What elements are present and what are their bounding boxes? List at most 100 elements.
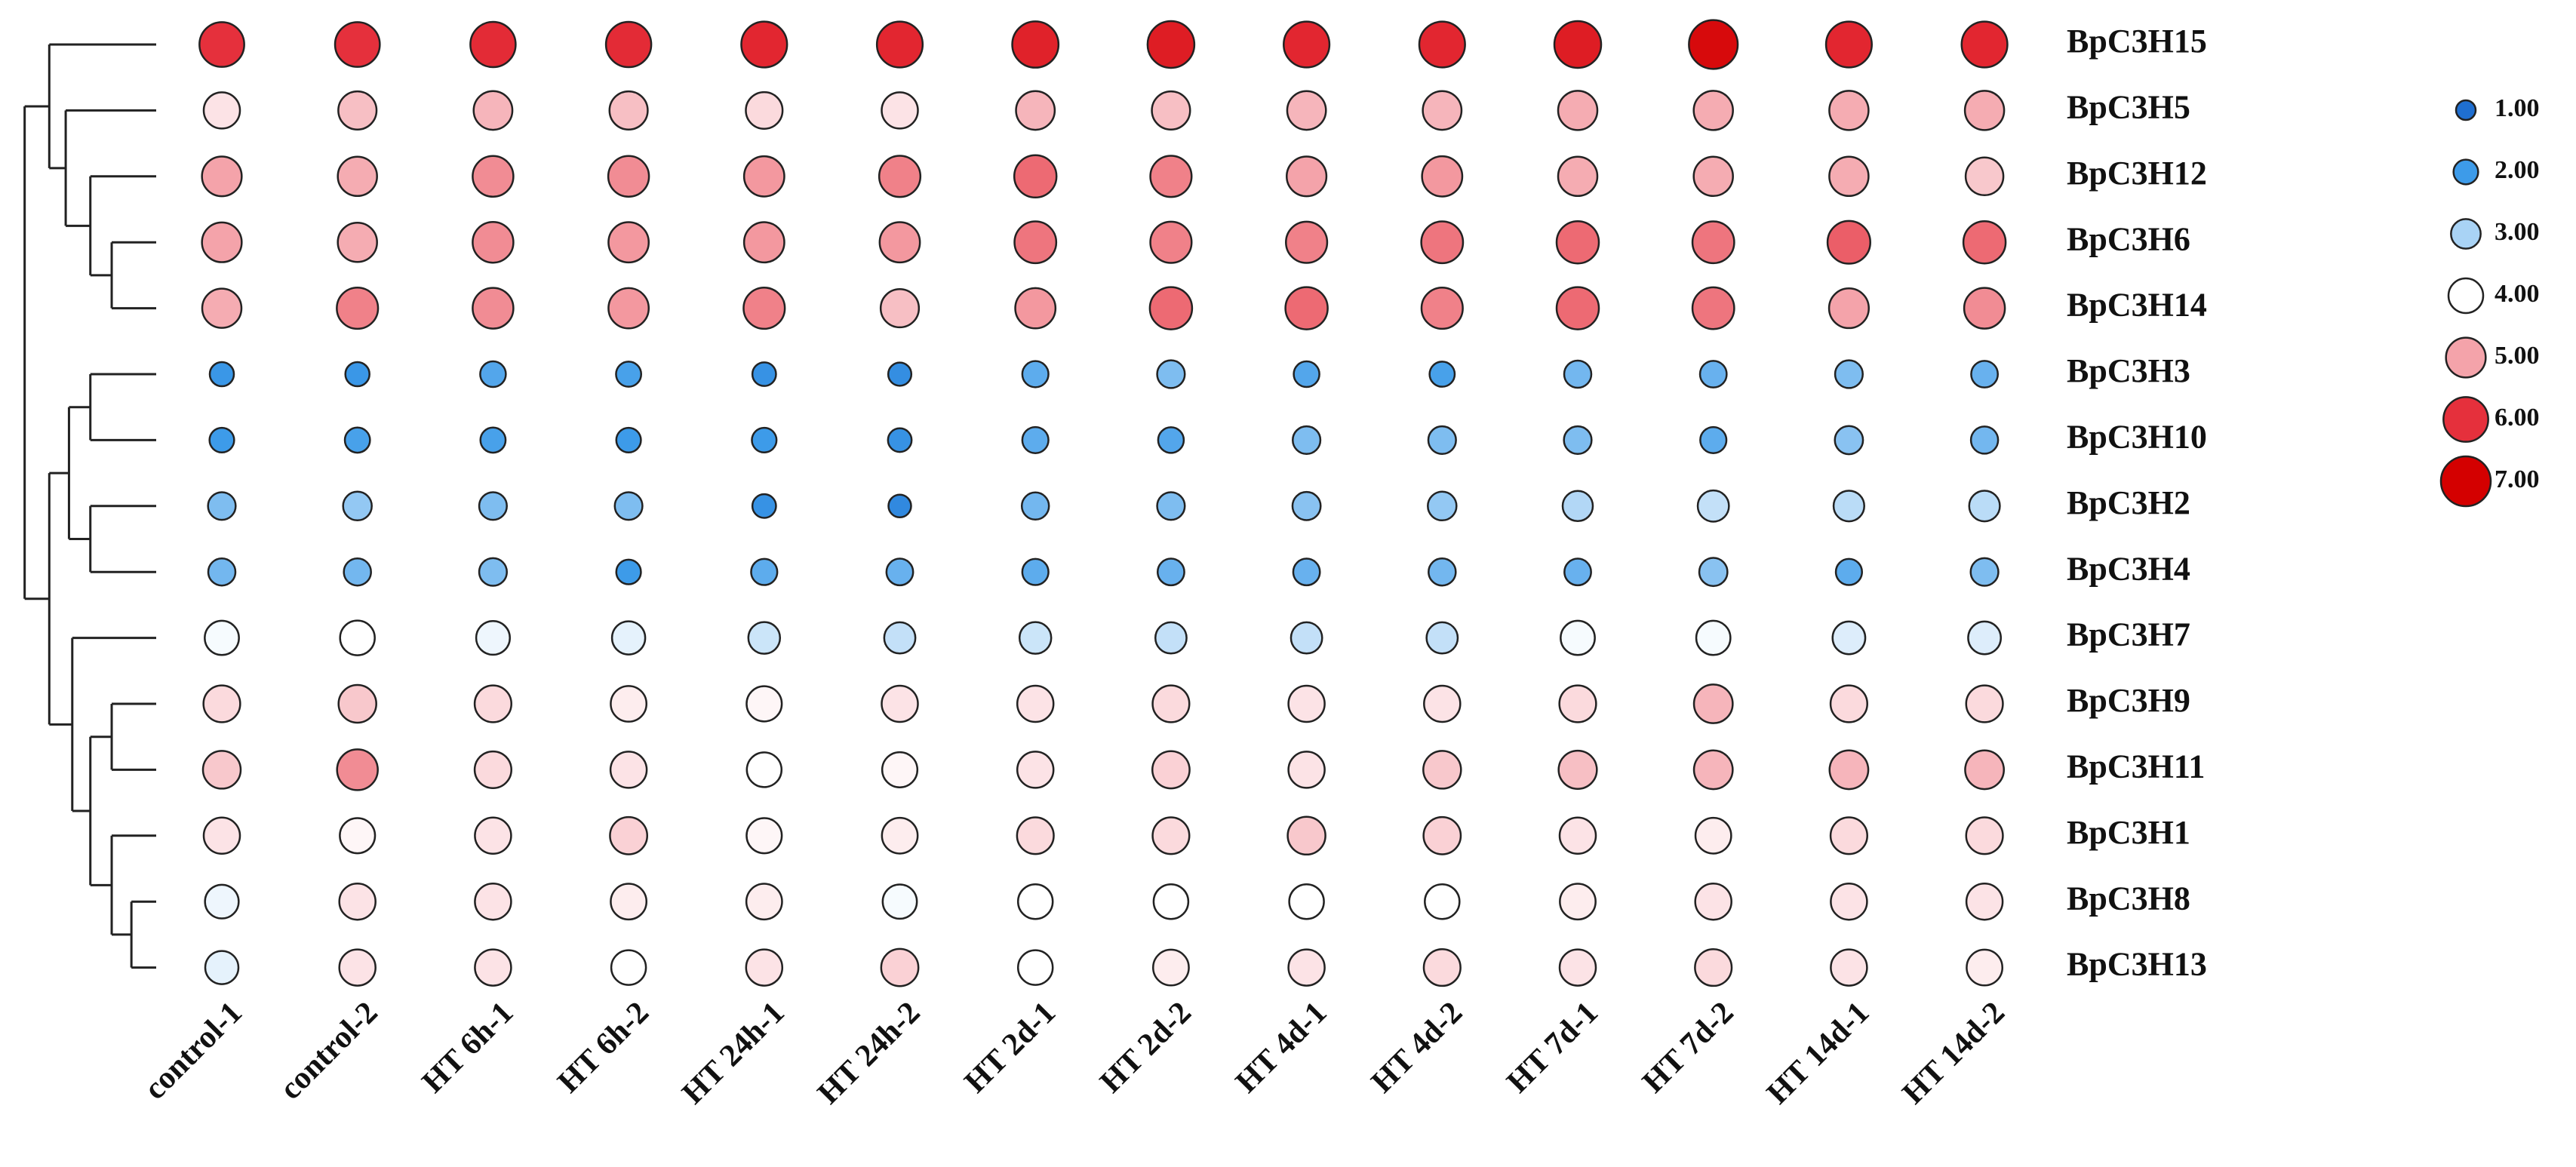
bubble — [336, 748, 379, 791]
bubble — [1016, 816, 1055, 855]
bubble — [478, 557, 508, 587]
bubble — [472, 90, 514, 131]
bubble — [1013, 220, 1058, 265]
bubble — [615, 558, 642, 585]
bubble — [1425, 621, 1459, 655]
bubble — [1156, 359, 1186, 389]
bubble — [1960, 20, 2009, 69]
bubble — [751, 361, 777, 387]
bubble — [1692, 90, 1734, 131]
sample-label: HT 24h-1 — [675, 995, 791, 1110]
bubble — [204, 883, 240, 920]
bubble — [1020, 491, 1050, 521]
bubble — [1427, 425, 1457, 455]
bubble — [1557, 749, 1598, 790]
legend-swatch — [2445, 336, 2487, 379]
bubble — [1021, 557, 1050, 586]
bubble — [1699, 425, 1728, 454]
bubble — [201, 287, 243, 329]
gene-label: BpC3H14 — [2067, 287, 2207, 324]
bubble — [610, 685, 648, 723]
bubble — [474, 816, 512, 855]
bubble — [1696, 489, 1730, 523]
bubble — [1418, 20, 1466, 69]
gene-label: BpC3H11 — [2067, 748, 2205, 785]
bubble — [473, 750, 512, 789]
gene-label: BpC3H1 — [2067, 814, 2190, 851]
bubble — [1018, 621, 1053, 655]
bubble — [1015, 90, 1056, 131]
sample-label: control-2 — [273, 995, 384, 1106]
bubble — [475, 620, 511, 656]
bubble — [1694, 948, 1733, 987]
bubble — [198, 21, 245, 68]
bubble — [1286, 815, 1326, 856]
bubble — [1969, 557, 2000, 587]
bubble — [745, 685, 783, 723]
bubble — [1293, 360, 1320, 388]
bubble — [615, 361, 643, 388]
bubble — [1688, 19, 1739, 70]
bubble — [1555, 220, 1600, 265]
bubble — [343, 426, 371, 454]
legend-swatch — [2450, 218, 2482, 250]
bubble — [745, 817, 783, 855]
bubble — [1427, 490, 1458, 522]
bubble — [342, 490, 373, 522]
bubble — [1830, 948, 1868, 987]
bubble — [607, 221, 650, 264]
gene-label: BpC3H5 — [2067, 88, 2190, 125]
sample-label: HT 7d-2 — [1636, 995, 1740, 1099]
legend-swatch — [2452, 158, 2479, 186]
bubble — [1829, 816, 1868, 855]
bubble — [1428, 361, 1456, 388]
bubble — [478, 491, 508, 521]
bubble — [881, 91, 919, 130]
bubble — [1420, 220, 1465, 265]
sample-label: HT 2d-2 — [1093, 995, 1197, 1099]
bubble — [1151, 816, 1191, 855]
gene-label: BpC3H4 — [2067, 550, 2190, 587]
bubble — [1288, 883, 1325, 920]
bubble — [1154, 621, 1188, 655]
bubble — [1828, 90, 1870, 131]
bubble — [204, 950, 240, 985]
bubble — [1424, 883, 1461, 920]
bubble — [751, 493, 777, 519]
bubble — [1148, 286, 1194, 330]
bubble — [1021, 425, 1050, 454]
bubble — [343, 557, 372, 587]
bubble — [1423, 684, 1462, 723]
bubble — [338, 948, 377, 987]
bubble — [207, 557, 237, 587]
bubble — [615, 426, 642, 453]
bubble — [885, 557, 915, 587]
bubble — [1834, 425, 1864, 456]
bubble — [887, 427, 913, 453]
bubble — [469, 20, 517, 69]
sample-label: HT 7d-1 — [1500, 995, 1604, 1099]
bubble — [1553, 20, 1603, 69]
bubble — [1287, 751, 1326, 789]
bubble — [608, 90, 649, 131]
bubble — [1962, 220, 2007, 265]
bubble — [1558, 684, 1597, 723]
bubble — [474, 948, 512, 987]
bubble — [613, 491, 644, 521]
bubble — [1832, 490, 1865, 523]
bubble — [1422, 750, 1462, 790]
bubble — [207, 491, 237, 521]
bubble — [1563, 425, 1593, 455]
bubble — [1824, 20, 1873, 69]
bubble — [1287, 948, 1326, 987]
bubble — [1970, 360, 2000, 388]
bubble — [879, 288, 921, 329]
sample-label: HT 14d-2 — [1896, 995, 2012, 1110]
bubble — [1695, 619, 1732, 656]
bubble — [1285, 220, 1329, 264]
bubble — [201, 221, 243, 263]
bubble — [742, 221, 785, 264]
gene-label: BpC3H8 — [2067, 880, 2190, 917]
bubble — [201, 750, 242, 790]
